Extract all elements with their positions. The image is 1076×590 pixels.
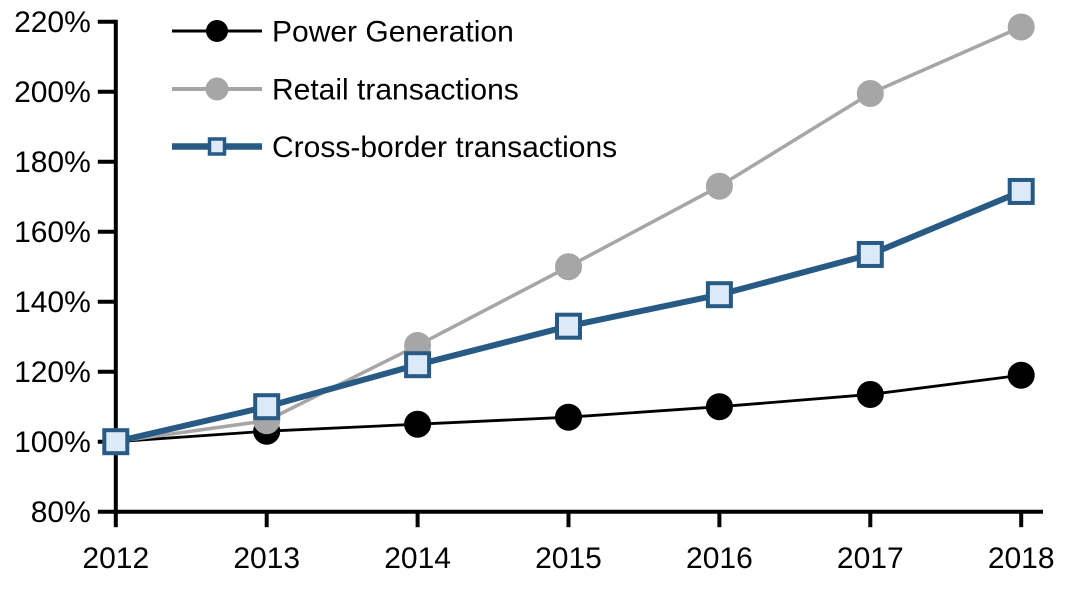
- data-point-marker: [555, 253, 582, 281]
- data-point-marker: [856, 79, 884, 107]
- x-tick-label: 2012: [82, 542, 149, 575]
- legend-label: Cross-border transactions: [272, 131, 617, 164]
- data-point-marker: [404, 351, 432, 379]
- data-point-marker: [1007, 177, 1035, 205]
- y-tick-label: 220%: [14, 6, 91, 39]
- data-point-marker: [253, 393, 281, 421]
- legend-label: Power Generation: [272, 16, 514, 49]
- data-point-marker: [705, 281, 733, 309]
- y-tick-label: 140%: [14, 286, 91, 319]
- data-point-marker: [102, 428, 130, 456]
- legend-marker-square-icon: [207, 137, 227, 156]
- y-tick-label: 80%: [31, 496, 91, 529]
- series-retail-transactions: [102, 13, 1035, 456]
- y-tick-label: 180%: [14, 146, 91, 179]
- series-cross-border-transactions: [102, 177, 1035, 456]
- legend-marker-circle-icon: [206, 20, 228, 42]
- legend: Power Generation Retail transactions Cross…: [172, 16, 617, 164]
- y-tick-label: 120%: [14, 356, 91, 389]
- legend-item-retail-transactions: Retail transactions: [172, 74, 519, 107]
- x-tick-label: 2017: [837, 542, 904, 575]
- x-tick-label: 2018: [988, 542, 1055, 575]
- legend-item-power-generation: Power Generation: [172, 16, 514, 49]
- series-power-generation: [102, 361, 1035, 456]
- data-point-marker: [555, 312, 582, 340]
- data-point-marker: [1007, 13, 1035, 41]
- y-tick-label: 160%: [14, 216, 91, 249]
- y-tick-label: 200%: [14, 76, 91, 109]
- data-point-marker: [404, 410, 432, 438]
- x-tick-label: 2013: [233, 542, 300, 575]
- data-point-marker: [856, 240, 884, 268]
- legend-label: Retail transactions: [272, 74, 519, 107]
- x-tick-label: 2016: [686, 542, 753, 575]
- data-point-marker: [856, 380, 884, 408]
- y-tick-label: 100%: [14, 426, 91, 459]
- data-point-marker: [705, 172, 733, 200]
- legend-item-cross-border-transactions: Cross-border transactions: [172, 131, 617, 164]
- data-point-marker: [555, 403, 582, 431]
- x-tick-label: 2014: [384, 542, 451, 575]
- x-tick-label: 2015: [535, 542, 602, 575]
- legend-marker-circle-icon: [205, 77, 229, 101]
- data-point-marker: [705, 393, 733, 421]
- data-point-marker: [1007, 361, 1035, 389]
- axes: 80% 100% 120% 140% 160% 180% 200% 220% 2012 2013 2…: [14, 6, 1055, 575]
